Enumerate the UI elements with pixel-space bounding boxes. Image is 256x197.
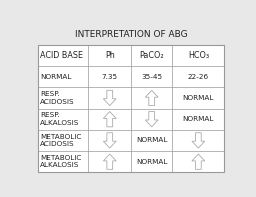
Text: ACID BASE: ACID BASE	[40, 51, 83, 60]
Text: NORMAL: NORMAL	[183, 116, 214, 122]
Polygon shape	[103, 112, 116, 127]
Text: PaCO₂: PaCO₂	[140, 51, 164, 60]
Text: METABOLIC
ACIDOSIS: METABOLIC ACIDOSIS	[40, 134, 82, 147]
Polygon shape	[103, 90, 116, 106]
Text: RESP.
ACIDOSIS: RESP. ACIDOSIS	[40, 91, 75, 105]
Polygon shape	[103, 133, 116, 148]
Polygon shape	[192, 154, 205, 169]
Bar	[38, 45, 225, 172]
Text: 22-26: 22-26	[188, 74, 209, 80]
Text: HCO₃: HCO₃	[188, 51, 209, 60]
Text: 35-45: 35-45	[141, 74, 162, 80]
Text: NORMAL: NORMAL	[136, 159, 167, 165]
Text: NORMAL: NORMAL	[183, 95, 214, 101]
Text: INTERPRETATION OF ABG: INTERPRETATION OF ABG	[75, 30, 187, 39]
Text: 7.35: 7.35	[102, 74, 118, 80]
Text: NORMAL: NORMAL	[40, 74, 72, 80]
Polygon shape	[145, 90, 158, 106]
Polygon shape	[192, 133, 205, 148]
Text: METABOLIC
ALKALOSIS: METABOLIC ALKALOSIS	[40, 155, 82, 168]
Text: Ph: Ph	[105, 51, 115, 60]
Polygon shape	[103, 154, 116, 169]
Text: NORMAL: NORMAL	[136, 138, 167, 143]
Polygon shape	[145, 112, 158, 127]
Text: RESP.
ALKALOSIS: RESP. ALKALOSIS	[40, 112, 80, 126]
